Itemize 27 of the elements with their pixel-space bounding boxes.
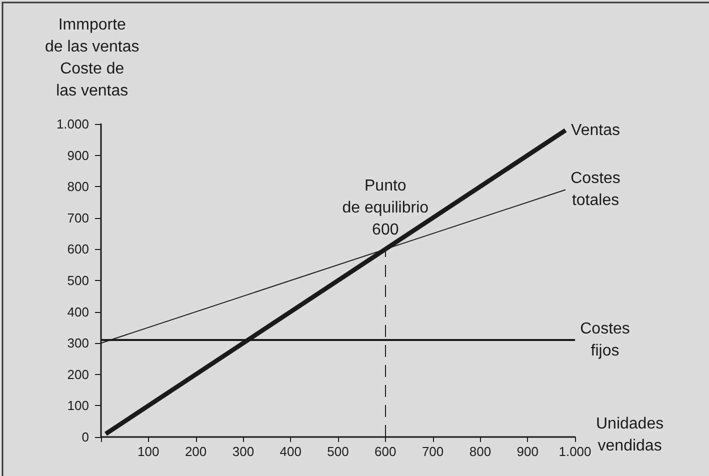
y-tick-label: 1.000 [56,116,89,132]
x-tick-label: 600 [374,444,396,459]
x-tick-label: 500 [327,444,349,459]
x-tick-label: 900 [516,444,538,459]
y-tick-label: 600 [67,242,89,257]
x-tick-label: 100 [138,444,160,459]
series-label: Ventas [571,122,620,139]
y-tick-label: 900 [67,148,89,163]
y-tick-label: 100 [67,398,89,414]
x-tick-label: 800 [469,444,492,459]
series-label: Costes fijos [580,320,630,360]
x-tick-label: 700 [422,444,444,459]
y-tick-label: 300 [67,336,89,351]
y-tick-label: 200 [67,366,89,382]
y-axis-title: Immporte de las ventas Coste de las ventas [45,16,140,100]
y-tick-label: 800 [67,179,89,194]
x-tick-label: 1.000 [558,444,592,459]
x-tick-label: 300 [232,444,254,459]
y-tick-label: 400 [67,304,89,320]
y-tick-label: 700 [67,210,89,226]
y-tick-label: 500 [67,273,89,288]
series-label: Costes totales [570,170,620,210]
y-tick-label: 0 [82,430,89,444]
ref-line-label: Punto de equilibrio 600 [342,178,429,239]
x-tick-label: 400 [280,444,302,459]
x-axis-title: Unidades vendidas [596,416,664,454]
x-tick-label: 200 [184,444,207,459]
